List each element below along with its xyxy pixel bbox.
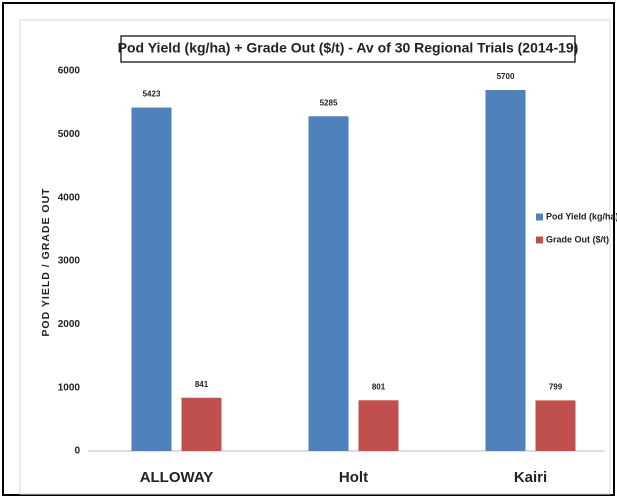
data-label: 799: [549, 383, 563, 392]
bar: [485, 90, 526, 451]
y-tick-label: 0: [74, 446, 80, 457]
bar: [358, 400, 399, 451]
bar: [535, 400, 576, 451]
y-axis-label: POD YIELD / GRADE OUT: [40, 187, 52, 336]
x-tick-label: Holt: [339, 469, 368, 486]
y-tick-label: 2000: [58, 319, 81, 330]
title-box: [120, 35, 576, 63]
data-label: 5700: [497, 72, 515, 81]
bar: [181, 397, 222, 451]
legend-swatch: [536, 213, 543, 221]
y-tick-label: 4000: [58, 192, 81, 203]
x-tick-label: ALLOWAY: [140, 469, 214, 486]
y-tick-label: 1000: [58, 382, 81, 393]
y-tick-label: 5000: [58, 129, 81, 140]
legend-label: Grade Out ($/t): [546, 234, 609, 244]
legend-swatch: [536, 236, 543, 244]
chart-frame: [19, 19, 611, 495]
data-label: 5285: [320, 98, 338, 107]
y-tick-label: 3000: [58, 256, 81, 267]
data-label: 5423: [143, 90, 161, 99]
y-tick-label: 6000: [58, 66, 81, 77]
bar: [131, 107, 172, 451]
chart-title: Pod Yield (kg/ha) + Grade Out ($/t) - Av…: [118, 40, 579, 56]
bar: [308, 116, 349, 452]
data-label: 841: [195, 380, 209, 389]
x-tick-label: Kairi: [514, 469, 547, 486]
data-label: 801: [372, 382, 386, 391]
legend-label: Pod Yield (kg/ha): [546, 211, 617, 221]
